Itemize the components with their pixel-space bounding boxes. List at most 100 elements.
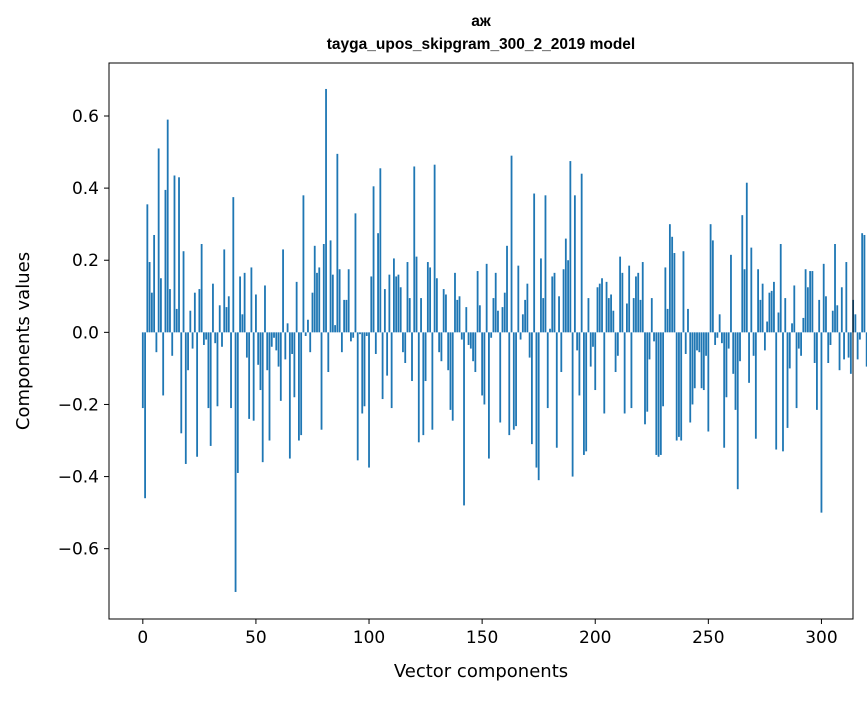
bar-184 xyxy=(558,296,560,333)
bar-169 xyxy=(524,299,527,333)
bar-109 xyxy=(388,274,391,333)
bar-318 xyxy=(861,233,864,333)
bar-14 xyxy=(173,175,176,333)
bar-148 xyxy=(476,271,479,333)
bar-299 xyxy=(818,299,821,333)
bar-245 xyxy=(696,332,698,351)
bar-95 xyxy=(356,332,359,461)
bar-234 xyxy=(671,236,674,333)
bar-298 xyxy=(816,332,818,410)
bar-192 xyxy=(576,332,579,351)
bar-243 xyxy=(691,332,694,405)
bar-113 xyxy=(397,274,400,333)
bar-133 xyxy=(442,289,445,333)
bar-45 xyxy=(243,272,246,333)
bar-222 xyxy=(644,332,646,425)
bar-20 xyxy=(187,332,189,371)
bar-258 xyxy=(725,332,728,398)
bar-107 xyxy=(383,289,386,333)
bar-19 xyxy=(184,332,187,464)
bar-208 xyxy=(612,310,615,333)
bar-34 xyxy=(218,305,221,333)
y-tick-label-0.2: 0.2 xyxy=(72,251,99,271)
bar-244 xyxy=(693,332,696,389)
bar-73 xyxy=(307,319,309,333)
chart-title-model: tayga_upos_skipgram_300_2_2019 model xyxy=(326,36,636,53)
bar-281 xyxy=(777,312,780,333)
bar-129 xyxy=(433,164,436,333)
bar-24 xyxy=(196,332,199,457)
bar-149 xyxy=(478,305,481,333)
bar-195 xyxy=(583,332,585,455)
bar-271 xyxy=(754,332,757,439)
bar-35 xyxy=(221,332,223,347)
bar-6 xyxy=(155,332,158,353)
y-tick-label-0.4: 0.4 xyxy=(72,179,99,199)
bar-260 xyxy=(730,254,732,333)
bar-304 xyxy=(829,332,832,345)
bar-183 xyxy=(555,332,558,448)
bar-180 xyxy=(549,328,551,333)
bar-242 xyxy=(689,332,692,423)
bar-43 xyxy=(239,276,241,333)
bar-223 xyxy=(646,332,649,412)
bar-77 xyxy=(316,272,318,333)
bar-0 xyxy=(141,332,144,409)
bar-30 xyxy=(209,332,212,446)
bar-86 xyxy=(336,153,339,333)
bar-277 xyxy=(768,292,771,333)
bar-293 xyxy=(804,269,807,333)
bar-221 xyxy=(641,262,644,333)
bar-108 xyxy=(386,332,389,376)
bar-132 xyxy=(440,332,443,362)
bar-306 xyxy=(834,244,836,333)
bar-246 xyxy=(698,332,701,353)
bar-59 xyxy=(275,332,278,351)
bar-52 xyxy=(259,332,262,391)
bar-92 xyxy=(350,332,352,342)
bar-220 xyxy=(639,299,642,333)
bar-139 xyxy=(456,299,459,333)
bar-89 xyxy=(343,299,346,333)
bar-164 xyxy=(512,332,515,430)
bar-115 xyxy=(402,332,404,353)
bar-214 xyxy=(626,303,628,333)
bar-178 xyxy=(544,195,547,333)
bar-83 xyxy=(329,240,332,333)
x-tick-label-100: 100 xyxy=(353,628,385,648)
bar-146 xyxy=(472,332,474,362)
bar-188 xyxy=(567,260,569,333)
bar-168 xyxy=(521,314,524,333)
bar-290 xyxy=(797,332,800,349)
bar-23 xyxy=(193,292,196,333)
x-tick-label-200: 200 xyxy=(579,628,611,648)
bar-106 xyxy=(381,332,384,400)
bar-114 xyxy=(399,287,402,333)
bar-102 xyxy=(372,186,375,333)
bar-155 xyxy=(492,298,495,333)
bar-87 xyxy=(338,269,341,333)
bar-201 xyxy=(596,287,599,333)
axes-frame xyxy=(108,62,854,620)
bar-122 xyxy=(417,332,420,443)
bar-187 xyxy=(564,238,567,333)
x-tick-label-300: 300 xyxy=(805,628,837,648)
bar-173 xyxy=(533,193,536,333)
bar-227 xyxy=(655,332,658,455)
bar-44 xyxy=(241,314,244,333)
bar-51 xyxy=(257,332,260,365)
chart-title-word: аж xyxy=(471,13,491,30)
bar-160 xyxy=(503,292,506,333)
bar-213 xyxy=(623,332,626,414)
bar-31 xyxy=(212,283,214,333)
bar-255 xyxy=(718,314,721,333)
bar-265 xyxy=(741,215,744,333)
bar-157 xyxy=(497,310,499,333)
bar-29 xyxy=(207,332,210,409)
bar-307 xyxy=(836,305,839,333)
bar-153 xyxy=(488,332,490,459)
bar-194 xyxy=(580,173,583,333)
bar-253 xyxy=(714,332,717,345)
bar-94 xyxy=(354,213,357,333)
bar-143 xyxy=(465,307,468,333)
